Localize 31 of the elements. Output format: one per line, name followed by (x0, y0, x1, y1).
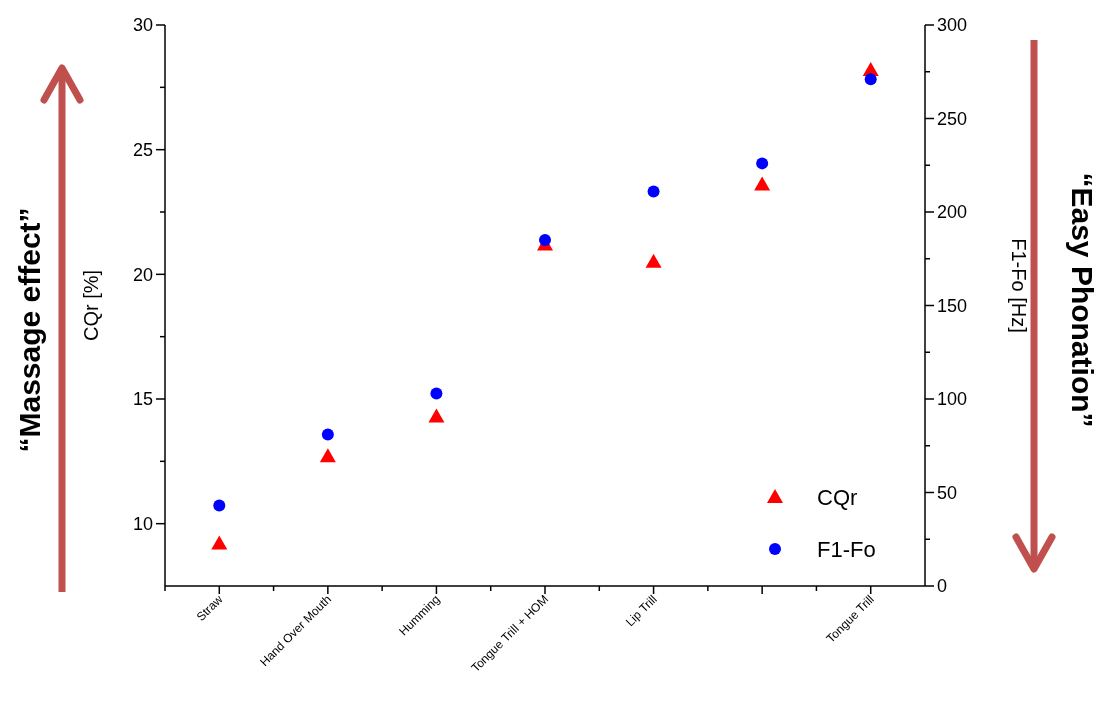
point (211, 535, 228, 550)
x-tick-label: Lip Trill (622, 592, 660, 629)
text: “Easy Phonation” (1066, 172, 1094, 428)
y2-tick-label: 300 (937, 15, 968, 36)
point (864, 73, 877, 86)
point (213, 499, 226, 512)
y2-tick-label: 50 (937, 482, 958, 503)
y-tick-label: 30 (132, 15, 153, 36)
y2-tick-label: 100 (937, 389, 968, 410)
point (430, 387, 443, 400)
point (321, 428, 334, 441)
y-axis-title: CQr [%] (80, 269, 102, 342)
y2-tick-label: 150 (937, 295, 968, 316)
y-tick-label: 20 (132, 264, 153, 285)
point (319, 448, 336, 463)
point (756, 157, 769, 170)
y2-tick-label: 250 (937, 108, 968, 129)
point (645, 253, 662, 268)
point (539, 234, 551, 247)
text: “Massage effect” (13, 207, 46, 453)
y2-tick-label: 200 (937, 202, 968, 223)
y2-tick-label: 0 (937, 576, 948, 597)
y-tick-label: 15 (132, 389, 153, 410)
point (754, 176, 771, 191)
legend-label: CQr (817, 484, 858, 510)
y-tick-label: 10 (132, 513, 153, 534)
y2-axis-title: F1-Fo [Hz] (1008, 238, 1030, 333)
point (647, 185, 660, 198)
legend-label: F1-Fo (817, 536, 876, 562)
point (428, 408, 445, 423)
y-tick-label: 25 (132, 139, 153, 160)
